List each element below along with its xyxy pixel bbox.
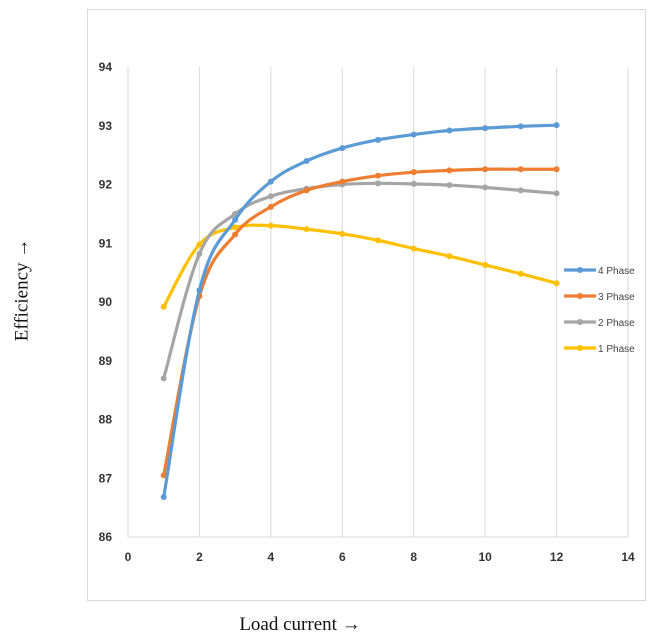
tick-layer: 0 2 4 6 8 10 12 14 86 87 88 89 90 91 92 93 94 [99,60,635,564]
grid-layer [127,67,629,538]
data-point-4-phase [410,131,417,138]
data-point-1-phase [196,241,203,248]
data-point-3-phase [517,166,524,173]
x-tick-label: 10 [478,550,492,564]
data-point-4-phase [553,122,560,129]
series-2-phase [160,180,560,382]
legend-marker-3-phase [577,293,583,299]
legend-item-1-phase: 1 Phase [564,344,635,355]
data-point-2-phase [517,187,524,194]
y-tick-label: 94 [99,60,113,74]
data-point-2-phase [553,190,560,197]
data-point-1-phase [339,230,346,237]
data-point-3-phase [553,166,560,173]
legend-item-2-phase: 2 Phase [564,318,635,329]
data-point-3-phase [303,187,310,194]
data-point-3-phase [232,231,239,238]
legend-item-3-phase: 3 Phase [564,292,635,303]
data-point-1-phase [267,222,274,229]
data-point-4-phase [196,287,203,294]
legend-label-2-phase: 2 Phase [598,318,635,329]
data-point-2-phase [410,180,417,187]
y-tick-label: 90 [99,295,113,309]
data-point-3-phase [410,169,417,176]
series-line-3-phase [162,167,557,476]
data-point-1-phase [482,261,489,268]
data-point-2-phase [446,182,453,189]
y-tick-label: 89 [99,354,113,368]
data-point-2-phase [196,250,203,257]
legend: 4 Phase 3 Phase 2 Phase 1 Phase [564,266,635,355]
x-tick-label: 6 [339,550,346,564]
x-tick-label: 8 [410,550,417,564]
data-point-4-phase [303,158,310,164]
legend-label-4-phase: 4 Phase [598,266,635,277]
series-4-phase [160,122,560,501]
data-point-4-phase [482,125,489,132]
data-point-2-phase [267,193,274,200]
y-tick-label: 88 [99,413,113,427]
data-point-3-phase [482,166,489,173]
legend-marker-4-phase [577,267,583,273]
data-point-2-phase [482,184,489,191]
x-tick-label: 0 [125,550,132,564]
legend-label-3-phase: 3 Phase [598,292,635,303]
data-point-3-phase [339,178,346,185]
data-point-3-phase [160,472,167,479]
legend-marker-1-phase [577,345,583,351]
series-1-phase [160,222,560,310]
data-point-3-phase [267,203,274,210]
series-3-phase [160,166,560,479]
legend-marker-2-phase [577,319,583,325]
y-tick-label: 91 [99,236,113,250]
data-point-4-phase [267,178,274,185]
y-tick-label: 86 [99,530,113,544]
data-point-4-phase [446,127,453,134]
legend-label-1-phase: 1 Phase [598,344,635,355]
y-tick-label: 87 [99,471,113,485]
data-point-4-phase [517,123,524,130]
data-point-4-phase [232,216,239,223]
x-axis-title: Load current → [239,614,361,635]
series-layer [160,122,560,501]
data-point-1-phase [303,226,310,233]
data-point-2-phase [375,180,381,187]
series-line-4-phase [162,123,557,498]
data-point-1-phase [232,224,239,231]
y-tick-label: 93 [99,119,113,133]
data-point-1-phase [553,280,560,287]
data-point-4-phase [339,145,346,152]
data-point-2-phase [160,375,167,382]
data-point-4-phase [375,136,381,143]
data-point-1-phase [160,303,167,310]
x-tick-label: 14 [621,550,635,564]
data-point-1-phase [517,270,524,277]
data-point-3-phase [375,172,381,179]
data-point-1-phase [375,237,381,244]
data-point-3-phase [446,167,453,174]
data-point-4-phase [160,494,167,501]
x-tick-label: 4 [268,550,275,564]
data-point-1-phase [410,245,417,252]
chart-frame [87,9,646,601]
y-tick-label: 92 [99,178,113,192]
legend-item-4-phase: 4 Phase [564,266,635,277]
series-line-2-phase [162,181,557,379]
x-tick-label: 2 [196,550,203,564]
x-tick-label: 12 [550,550,564,564]
data-point-1-phase [446,253,453,260]
